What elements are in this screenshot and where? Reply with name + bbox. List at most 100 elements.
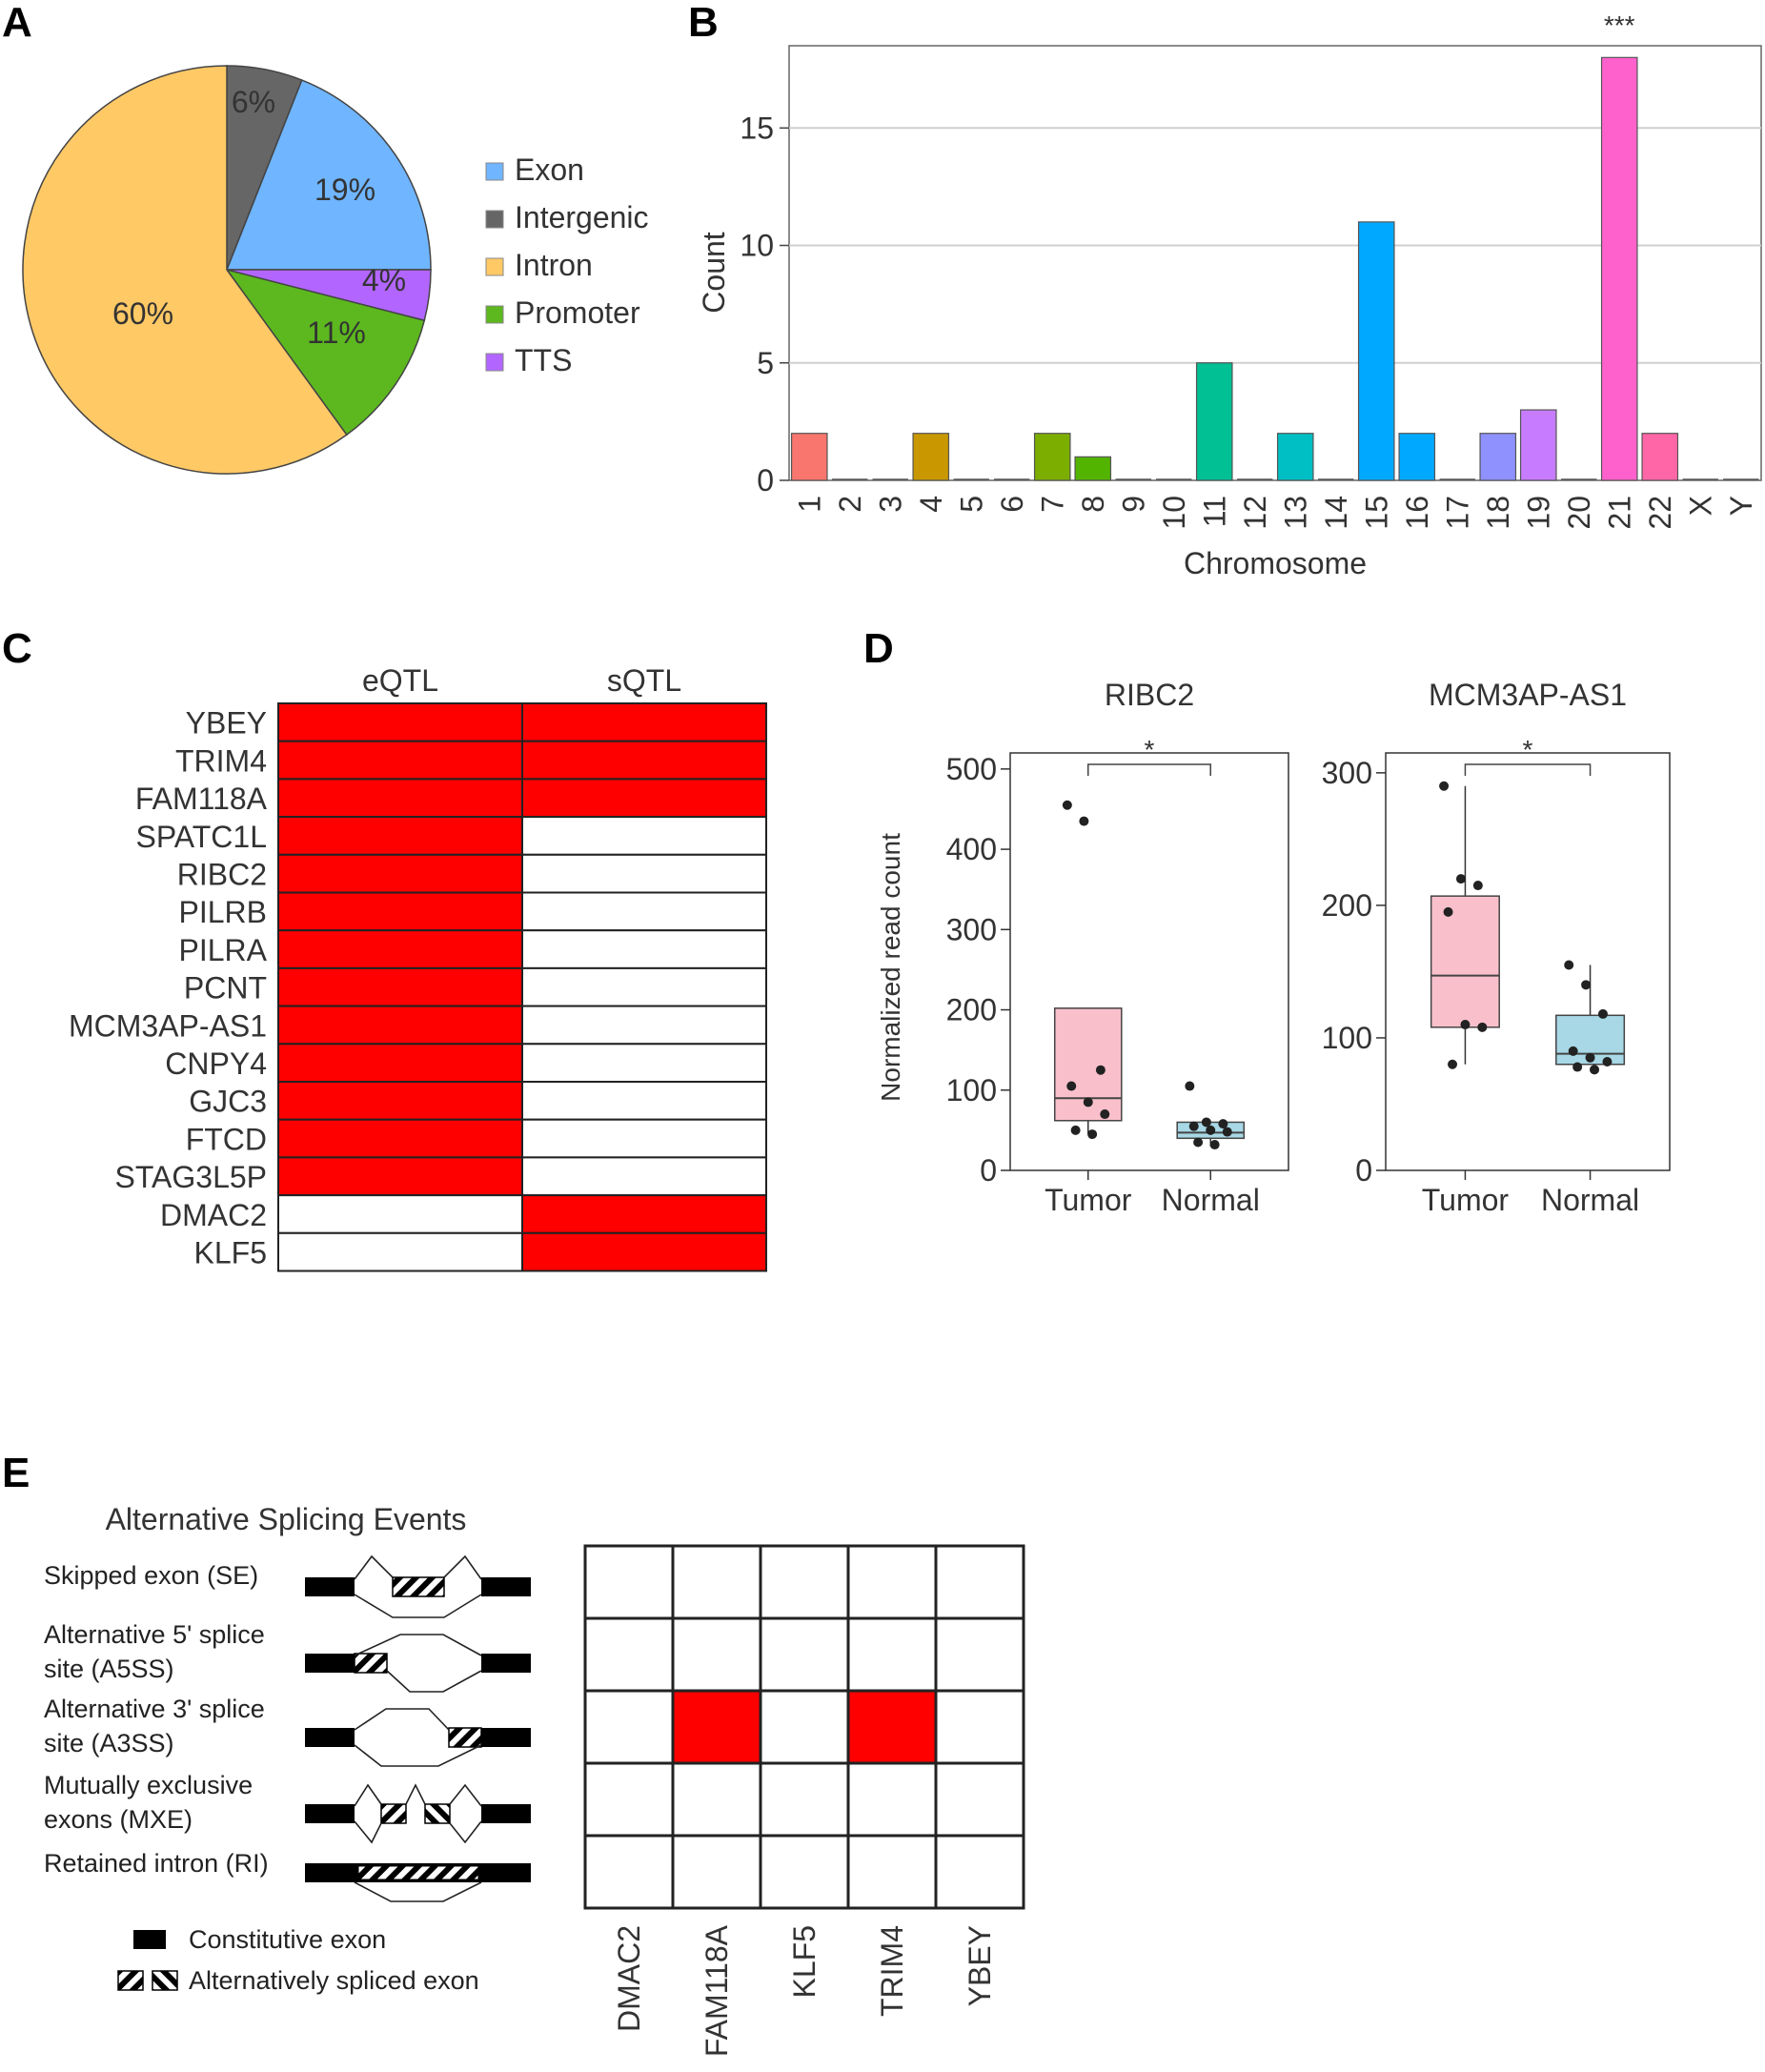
a5ss-exon-right: [481, 1654, 531, 1673]
x-tick-label-17: 17: [1440, 496, 1474, 530]
row-label-pcnt: PCNT: [184, 971, 267, 1006]
bar-series: [790, 56, 1759, 481]
x-tick-label-1: 1: [792, 496, 826, 513]
x-tick-label-18: 18: [1481, 496, 1515, 530]
cell-pilrb-eqtl: [277, 891, 523, 932]
mxe-exon-right: [481, 1804, 531, 1823]
point-normal: [1597, 1008, 1608, 1019]
legend-label-exon: Exon: [515, 152, 584, 187]
splice-label-2-0: Alternative 3' splice: [44, 1695, 265, 1723]
legend-constitutive-swatch: [133, 1930, 166, 1949]
y-tick-label-500: 500: [946, 752, 997, 786]
cell-spatc1l-sqtl: [521, 816, 767, 856]
legend-alt-swatch-2: [152, 1970, 178, 1991]
cell-ybey-eqtl: [277, 702, 523, 742]
x-tick-label-8: 8: [1076, 496, 1110, 513]
y-tick-label-300: 300: [1322, 756, 1372, 790]
y-tick-label-0: 0: [980, 1153, 997, 1188]
point-normal: [1602, 1056, 1613, 1066]
point-tumor: [1079, 816, 1089, 826]
point-tumor: [1477, 1022, 1488, 1032]
cell-mcm3ap-as1-sqtl: [521, 1005, 767, 1046]
x-tick-label-3: 3: [873, 496, 907, 513]
a3ss-alt-exon: [448, 1727, 482, 1748]
splice-label-1-1: site (A5SS): [44, 1655, 174, 1683]
column-label-klf5: KLF5: [787, 1925, 822, 1998]
column-label-fam118a: FAM118A: [700, 1924, 734, 2057]
cell-gjc3-sqtl: [521, 1081, 767, 1121]
cell-alternative-3-splice-site-a3ss-fam118a: [671, 1689, 762, 1765]
x-tick-label-22: 22: [1643, 496, 1677, 530]
cell-mutually-exclusive-exons-mxe-ybey: [934, 1761, 1025, 1838]
point-normal: [1585, 1052, 1595, 1063]
a3ss-junction-short: [354, 1708, 450, 1731]
point-normal: [1590, 1065, 1600, 1075]
x-tick-label-6: 6: [995, 496, 1029, 513]
splice-label-1-0: Alternative 5' splice: [44, 1620, 265, 1649]
point-normal: [1201, 1117, 1211, 1127]
bar-chr-8: [1074, 456, 1112, 481]
column-header-sqtl: sQTL: [607, 663, 681, 698]
x-tick-label-normal: Normal: [1541, 1183, 1639, 1217]
panel-letter-e: E: [2, 1450, 30, 1496]
x-tick-label-20: 20: [1562, 496, 1596, 530]
y-tick-label-0: 0: [757, 463, 774, 498]
significance-mark: *: [1523, 735, 1533, 764]
row-label-ftcd: FTCD: [186, 1122, 267, 1156]
pie-labels: 6% 19% 4% 11% 60%: [112, 85, 406, 350]
cell-cnpy4-sqtl: [521, 1043, 767, 1084]
a5ss-exon-left: [305, 1654, 355, 1673]
y-tick-label-100: 100: [1322, 1021, 1372, 1055]
panel-letter-c: C: [2, 625, 32, 672]
cell-klf5-sqtl: [521, 1231, 767, 1272]
panel-letter-a: A: [2, 0, 32, 46]
cell-dmac2-eqtl: [277, 1194, 523, 1234]
point-tumor: [1439, 781, 1450, 791]
cell-stag3l5p-eqtl: [277, 1156, 523, 1197]
splicing-heatmap: DMAC2 FAM118A KLF5 TRIM4 YBEY: [583, 1544, 1025, 2057]
cell-skipped-exon-se-klf5: [759, 1544, 850, 1620]
plot-frame: [1385, 752, 1671, 1171]
bar-chr-11: [1195, 362, 1233, 481]
cell-mutually-exclusive-exons-mxe-dmac2: [583, 1761, 675, 1838]
legend-label-promoter: Promoter: [515, 295, 640, 330]
cell-spatc1l-eqtl: [277, 816, 523, 856]
legend-swatch-tts: [485, 353, 504, 372]
column-label-trim4: TRIM4: [875, 1925, 909, 2017]
legend-alt-swatch-1: [117, 1970, 144, 1991]
cell-alternative-3-splice-site-a3ss-ybey: [934, 1689, 1025, 1765]
cell-cnpy4-eqtl: [277, 1043, 523, 1084]
bar-gridlines: [788, 45, 1762, 481]
point-tumor: [1455, 874, 1466, 884]
a3ss-exon-right: [481, 1728, 531, 1747]
cell-pilra-eqtl: [277, 929, 523, 969]
ri-retained-intron: [357, 1865, 479, 1880]
cell-ribc2-sqtl: [521, 853, 767, 894]
bar-chr-21: [1600, 56, 1638, 481]
mxe-junction-b2: [449, 1820, 482, 1844]
row-label-mcm3ap-as1: MCM3AP-AS1: [69, 1008, 267, 1043]
cell-skipped-exon-se-dmac2: [583, 1544, 675, 1620]
cell-dmac2-sqtl: [521, 1194, 767, 1234]
bar-chr-13: [1276, 433, 1314, 481]
boxplot-title: RIBC2: [1105, 678, 1194, 712]
se-alt-exon: [392, 1576, 445, 1597]
mxe-alt-exon-2: [424, 1803, 451, 1824]
x-tick-label-13: 13: [1278, 496, 1312, 530]
cell-alternative-5-splice-site-a5ss-dmac2: [583, 1616, 675, 1693]
pie-slice-promoter: [225, 268, 426, 437]
se-junction-up-right: [443, 1554, 482, 1580]
cell-pilrb-sqtl: [521, 891, 767, 932]
splice-label-3-1: exons (MXE): [44, 1805, 193, 1834]
se-exon-left: [305, 1577, 355, 1596]
point-tumor: [1472, 881, 1483, 891]
row-label-gjc3: GJC3: [189, 1085, 267, 1119]
legend-label-intergenic: Intergenic: [515, 200, 649, 234]
cell-alternative-5-splice-site-a5ss-klf5: [759, 1616, 850, 1693]
point-normal: [1581, 980, 1592, 990]
bar-chr-19: [1519, 409, 1557, 481]
bar-x-axis-label: Chromosome: [1184, 546, 1367, 580]
point-tumor: [1095, 1065, 1106, 1075]
cell-pcnt-sqtl: [521, 966, 767, 1007]
bar-chr-18: [1479, 433, 1517, 481]
